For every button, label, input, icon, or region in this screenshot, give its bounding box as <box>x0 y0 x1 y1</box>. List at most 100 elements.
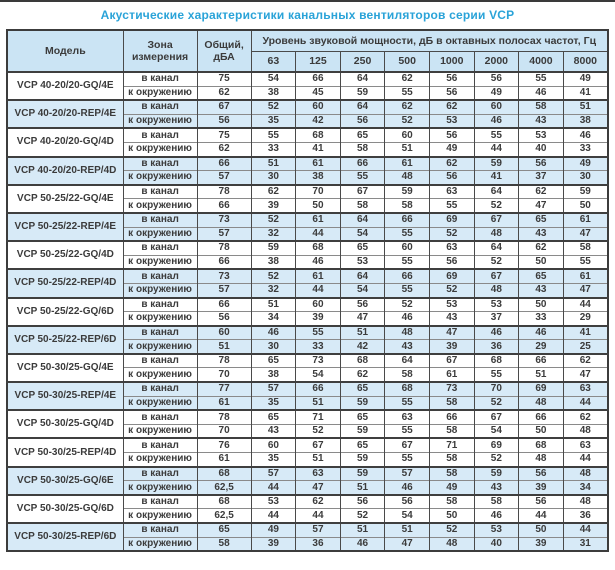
band-250-cell: 64 <box>339 211 386 228</box>
band-125-cell: 66 <box>295 381 341 397</box>
band-2000-cell: 53 <box>473 296 520 312</box>
total-dba-cell: 75 <box>196 127 252 143</box>
band-125-cell: 60 <box>295 99 341 115</box>
band-500-cell: 54 <box>384 508 430 523</box>
band-2000-cell: 46 <box>473 113 520 129</box>
band-500-cell: 66 <box>384 211 430 228</box>
band-250-cell: 65 <box>339 409 386 425</box>
band-4000-cell: 47 <box>518 198 564 213</box>
band-4000-cell: 69 <box>518 381 564 397</box>
band-500-cell: 68 <box>384 381 430 397</box>
band-500-cell: 55 <box>384 254 430 270</box>
total-dba-cell: 66 <box>196 155 252 171</box>
band-4000-cell: 68 <box>518 437 564 453</box>
band-1000-cell: 58 <box>428 395 475 411</box>
band-63-cell: 53 <box>250 493 297 509</box>
zone-cell: в канал <box>122 183 198 199</box>
band-500-cell: 52 <box>384 296 430 312</box>
model-cell: VCP 50-30/25-REP/4D <box>6 437 124 467</box>
band-8000-cell: 30 <box>562 170 609 185</box>
row-in-channel: VCP 50-25/22-REP/4E в канал 73 52 61 64 66 69 67… <box>6 211 609 242</box>
total-dba-cell: 61 <box>196 395 252 411</box>
band-8000-cell: 62 <box>562 352 609 368</box>
band-1000-cell: 56 <box>428 85 475 101</box>
total-dba-cell: 62,5 <box>196 480 252 495</box>
band-1000-cell: 61 <box>428 367 475 383</box>
band-1000-cell: 53 <box>428 113 475 129</box>
band-4000-cell: 46 <box>518 324 564 340</box>
band-63-cell: 38 <box>250 85 297 101</box>
total-dba-cell: 66 <box>196 296 252 312</box>
band-63-cell: 52 <box>250 99 297 115</box>
total-dba-cell: 70 <box>196 367 252 383</box>
band-500-cell: 51 <box>384 141 430 157</box>
band-2000-cell: 67 <box>473 409 520 425</box>
zone-cell: к окружению <box>122 198 198 213</box>
total-dba-cell: 76 <box>196 437 252 453</box>
band-63-cell: 43 <box>250 423 297 439</box>
col-header-band-8000: 8000 <box>562 51 609 73</box>
band-8000-cell: 47 <box>562 226 609 242</box>
band-2000-cell: 56 <box>473 70 520 87</box>
band-125-cell: 38 <box>295 170 341 185</box>
band-250-cell: 51 <box>339 324 386 340</box>
band-63-cell: 38 <box>250 367 297 383</box>
row-to-surroundings: к окружению 57 32 44 54 55 52 48 43 47 <box>7 282 609 298</box>
band-63-cell: 65 <box>250 352 297 368</box>
total-dba-cell: 73 <box>196 268 252 284</box>
band-2000-cell: 46 <box>473 324 520 340</box>
header-row-top: Модель Зона измерения Общий, дБА Уровень… <box>6 30 609 73</box>
band-63-cell: 30 <box>250 339 297 354</box>
col-header-band-125: 125 <box>295 51 341 73</box>
row-to-surroundings: к окружению 70 38 54 62 58 61 55 51 47 <box>7 367 609 383</box>
band-4000-cell: 50 <box>518 296 564 312</box>
total-dba-cell: 60 <box>196 324 252 340</box>
col-header-model: Модель <box>6 30 124 73</box>
band-250-cell: 51 <box>339 480 386 495</box>
zone-cell: к окружению <box>122 282 198 298</box>
band-63-cell: 33 <box>250 141 297 157</box>
band-125-cell: 68 <box>295 240 341 256</box>
band-1000-cell: 73 <box>428 381 475 397</box>
row-to-surroundings: к окружению 51 30 33 42 43 39 36 29 25 <box>7 339 609 354</box>
band-63-cell: 51 <box>250 296 297 312</box>
zone-cell: к окружению <box>122 113 198 129</box>
band-125-cell: 50 <box>295 198 341 213</box>
band-4000-cell: 50 <box>518 521 564 538</box>
col-header-band-4000: 4000 <box>518 51 564 73</box>
row-in-channel: VCP 50-25/22-REP/6D в канал 60 46 55 51 48 47 46… <box>6 324 609 354</box>
band-4000-cell: 51 <box>518 367 564 383</box>
band-1000-cell: 62 <box>428 155 475 171</box>
row-to-surroundings: к окружению 61 35 51 59 55 58 52 48 44 <box>7 395 609 411</box>
total-dba-cell: 56 <box>196 113 252 129</box>
band-63-cell: 39 <box>250 198 297 213</box>
band-8000-cell: 55 <box>562 254 609 270</box>
top-divider <box>0 0 615 2</box>
band-125-cell: 61 <box>295 155 341 171</box>
zone-cell: к окружению <box>122 423 198 439</box>
zone-cell: к окружению <box>122 395 198 411</box>
band-4000-cell: 33 <box>518 311 564 326</box>
row-to-surroundings: к окружению 62,5 44 44 52 54 50 46 44 36 <box>7 508 609 523</box>
band-500-cell: 51 <box>384 521 430 538</box>
band-1000-cell: 49 <box>428 141 475 157</box>
band-63-cell: 39 <box>250 536 297 552</box>
band-4000-cell: 39 <box>518 480 564 495</box>
band-4000-cell: 43 <box>518 282 564 298</box>
row-to-surroundings: к окружению 62 33 41 58 51 49 44 40 33 <box>7 141 609 157</box>
band-8000-cell: 41 <box>562 85 609 101</box>
band-8000-cell: 41 <box>562 324 609 340</box>
band-8000-cell: 44 <box>562 395 609 411</box>
band-125-cell: 46 <box>295 254 341 270</box>
band-250-cell: 52 <box>339 508 386 523</box>
band-8000-cell: 47 <box>562 367 609 383</box>
band-250-cell: 59 <box>339 395 386 411</box>
band-63-cell: 65 <box>250 409 297 425</box>
band-1000-cell: 43 <box>428 311 475 326</box>
band-2000-cell: 52 <box>473 395 520 411</box>
band-125-cell: 44 <box>295 282 341 298</box>
row-in-channel: VCP 40-20/20-GQ/4D в канал 75 55 68 65 60 56 55 5… <box>6 127 609 157</box>
model-cell: VCP 50-30/25-REP/6D <box>6 521 124 552</box>
band-4000-cell: 29 <box>518 339 564 354</box>
band-2000-cell: 44 <box>473 141 520 157</box>
